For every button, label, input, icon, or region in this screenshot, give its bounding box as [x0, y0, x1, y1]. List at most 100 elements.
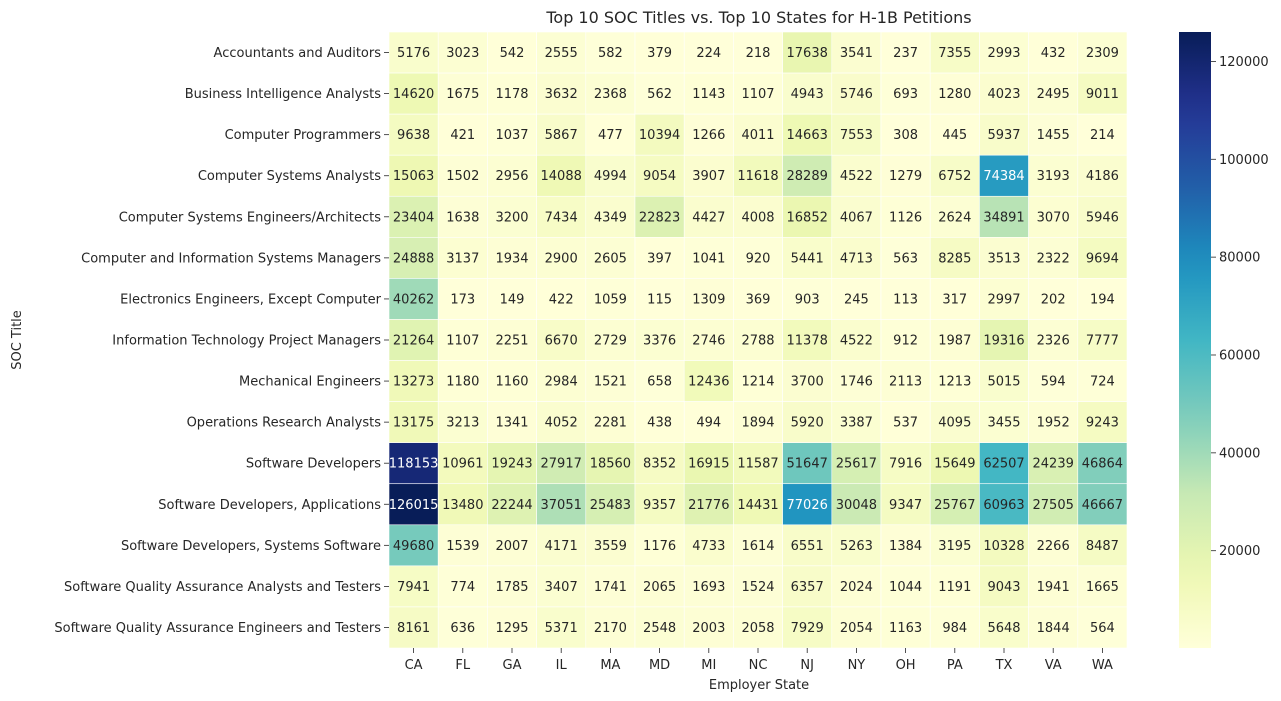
heatmap-cell: [979, 195, 1029, 238]
cell-value-label: 2054: [840, 621, 873, 636]
cell-value-label: 3513: [987, 251, 1020, 266]
cell-value-label: 432: [1041, 46, 1066, 61]
cell-value-label: 5263: [840, 539, 873, 554]
heatmap-cell: [1077, 319, 1128, 361]
cell-value-label: 4023: [987, 87, 1020, 102]
x-tick-label: NC: [749, 658, 768, 673]
heatmap-cell: [634, 278, 685, 320]
heatmap-cell: [1077, 483, 1128, 526]
cell-value-label: 2548: [643, 621, 676, 636]
heatmap-cell: [388, 278, 439, 320]
cell-value-label: 1746: [840, 375, 873, 390]
heatmap-cell: [929, 401, 980, 443]
cell-value-label: 3070: [1037, 210, 1070, 225]
heatmap-cell: [683, 606, 734, 649]
cell-value-label: 537: [893, 416, 918, 431]
cell-value-label: 10961: [442, 457, 483, 472]
heatmap-cell: [1028, 319, 1079, 361]
heatmap-cell: [1028, 31, 1079, 74]
heatmap-cell: [536, 31, 587, 74]
heatmap-cell: [388, 31, 439, 74]
heatmap-cell: [1077, 31, 1128, 74]
cell-value-label: 4522: [840, 169, 873, 184]
heatmap-cell: [929, 72, 980, 115]
y-tick-label: Electronics Engineers, Except Computer: [120, 292, 382, 307]
cell-value-label: 2065: [643, 580, 676, 595]
cell-value-label: 2251: [495, 334, 528, 349]
heatmap-cell: [1028, 278, 1079, 320]
cell-value-label: 1037: [495, 128, 528, 143]
cell-value-label: 5867: [545, 128, 578, 143]
cell-value-label: 4008: [741, 210, 774, 225]
cell-value-label: 19316: [983, 334, 1024, 349]
heatmap-cell: [979, 319, 1029, 361]
cell-value-label: 8161: [397, 621, 430, 636]
cell-value-label: 422: [549, 292, 574, 307]
heatmap-cell: [831, 113, 882, 156]
cell-value-label: 21776: [688, 498, 729, 513]
heatmap-cell: [929, 195, 980, 238]
cell-value-label: 25617: [836, 457, 877, 472]
cell-value-label: 1163: [889, 621, 922, 636]
cell-value-label: 22823: [639, 210, 680, 225]
heatmap-cell: [536, 154, 587, 197]
cell-value-label: 1455: [1037, 128, 1070, 143]
cell-value-label: 14620: [393, 87, 434, 102]
cell-value-label: 2113: [889, 375, 922, 390]
cell-value-label: 10394: [639, 128, 680, 143]
heatmap-cell: [733, 195, 783, 238]
cell-value-label: 1934: [495, 251, 528, 266]
cell-value-label: 8352: [643, 457, 676, 472]
cell-value-label: 15649: [934, 457, 975, 472]
cell-value-label: 24888: [393, 251, 434, 266]
chart-title: Top 10 SOC Titles vs. Top 10 States for …: [545, 8, 971, 27]
cell-value-label: 4171: [545, 539, 578, 554]
heatmap-cell: [1077, 442, 1128, 485]
heatmap-cell: [1077, 401, 1128, 443]
cell-value-label: 4522: [840, 334, 873, 349]
cell-value-label: 8487: [1086, 539, 1119, 554]
cell-value-label: 2993: [987, 46, 1020, 61]
y-tick-label: Business Intelligence Analysts: [185, 87, 382, 102]
cell-value-label: 2956: [495, 169, 528, 184]
heatmap-cell: [1077, 524, 1128, 567]
heatmap-cell: [1028, 195, 1079, 238]
cell-value-label: 2024: [840, 580, 873, 595]
cell-value-label: 224: [696, 46, 721, 61]
y-tick-label: Software Developers: [246, 457, 381, 472]
heatmap-cell: [1077, 195, 1128, 238]
cell-value-label: 5015: [987, 375, 1020, 390]
heatmap-cell: [437, 565, 488, 608]
heatmap-cell: [1077, 237, 1128, 279]
cell-value-label: 4994: [594, 169, 627, 184]
cell-value-label: 1214: [741, 375, 774, 390]
cell-value-label: 2555: [545, 46, 578, 61]
cell-value-label: 9243: [1086, 416, 1119, 431]
cell-value-label: 1213: [938, 375, 971, 390]
cell-value-label: 4095: [938, 416, 971, 431]
heatmap-cell: [1028, 442, 1079, 485]
heatmap-cell: [782, 237, 833, 279]
heatmap-cell: [782, 195, 833, 238]
cell-value-label: 912: [893, 334, 918, 349]
cell-value-label: 1143: [692, 87, 725, 102]
heatmap-cell: [634, 360, 685, 402]
y-tick-label: Computer Systems Engineers/Architects: [119, 210, 381, 225]
cell-value-label: 903: [795, 292, 820, 307]
cell-value-label: 115: [647, 292, 672, 307]
heatmap-cell: [487, 483, 537, 526]
x-tick-label: WA: [1092, 658, 1113, 673]
cell-value-label: 149: [500, 292, 525, 307]
heatmap-cells: 5176 3023 542 2555 582 379 224 218 17638 3541 237 7…: [388, 31, 1128, 649]
heatmap-cell: [880, 360, 931, 402]
heatmap-cell: [733, 72, 783, 115]
cell-value-label: 3023: [446, 46, 479, 61]
heatmap-cell: [437, 606, 488, 649]
heatmap-cell: [388, 442, 439, 485]
cell-value-label: 3559: [594, 539, 627, 554]
cell-value-label: 308: [893, 128, 918, 143]
heatmap-cell: [929, 524, 980, 567]
heatmap-cell: [634, 154, 685, 197]
heatmap-cell: [437, 442, 488, 485]
heatmap-cell: [536, 442, 587, 485]
